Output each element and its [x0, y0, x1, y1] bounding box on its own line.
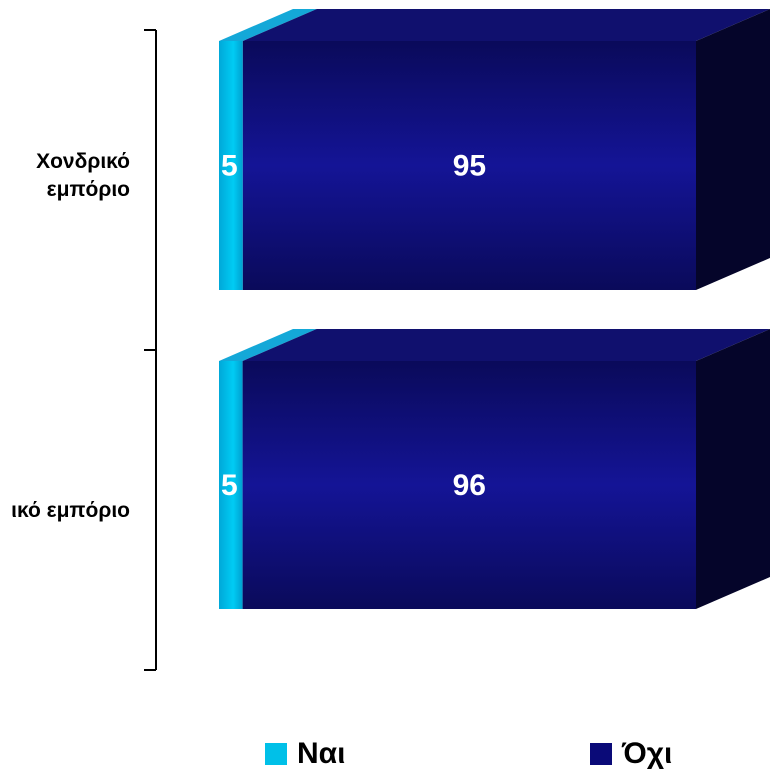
- legend-item-ochi: Όχι: [590, 734, 672, 774]
- legend-swatch-ochi: [590, 743, 612, 765]
- bar-top-Ναι: [219, 9, 317, 41]
- bar-Όχι: [242, 361, 696, 609]
- category-label: ικό εμπόριο: [11, 499, 130, 522]
- legend-label-ochi: Όχι: [622, 737, 673, 770]
- bar-side-Όχι: [696, 329, 770, 609]
- bar-Ναι: [219, 41, 243, 290]
- data-label: 96: [453, 469, 486, 502]
- legend-swatch-nai: [265, 743, 287, 765]
- category-label: Χονδρικό: [36, 150, 130, 173]
- data-label: 95: [453, 150, 486, 183]
- bar-top-Όχι: [242, 9, 771, 41]
- legend-item-nai: Ναι: [265, 734, 345, 774]
- bar-Ναι: [219, 361, 243, 609]
- data-label: 5: [221, 469, 238, 502]
- bar-Όχι: [242, 41, 696, 290]
- data-label: 5: [221, 150, 238, 183]
- bar-top-Όχι: [242, 329, 770, 361]
- category-label: εμπόριο: [47, 178, 130, 201]
- legend-label-nai: Ναι: [297, 737, 346, 770]
- bar-top-Ναι: [219, 329, 317, 361]
- bar-side-Όχι: [696, 9, 770, 290]
